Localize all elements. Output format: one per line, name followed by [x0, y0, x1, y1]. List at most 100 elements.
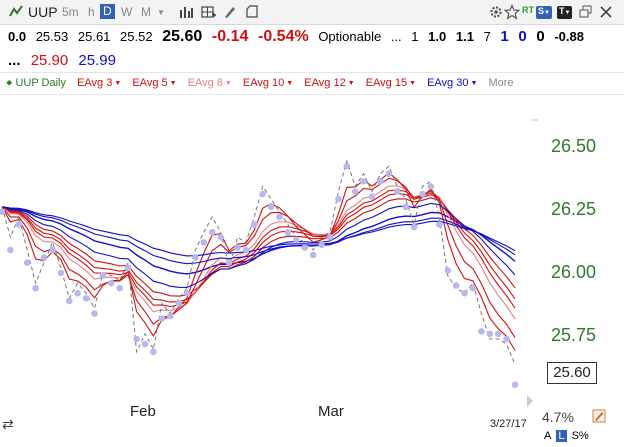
trade-t-button[interactable]: T▼: [557, 6, 573, 19]
price-dot: [108, 279, 115, 287]
grid-add-icon[interactable]: [200, 4, 216, 20]
last-price-marker: 25.60: [547, 362, 597, 384]
favorite-star-icon[interactable]: [504, 4, 520, 20]
realtime-badge[interactable]: RT: [522, 5, 534, 15]
price-pointer-icon: [527, 395, 533, 407]
notes-icon[interactable]: [244, 4, 260, 20]
legend-item-eavg10[interactable]: EAvg 10 ▼: [243, 77, 293, 89]
price-dot: [32, 284, 39, 292]
quote-val-8: -0.88: [554, 29, 584, 44]
legend-caret-icon: ⯁: [6, 79, 13, 88]
price-dot: [91, 310, 98, 317]
legend-label: EAvg 10: [242, 77, 285, 89]
log-scale-button[interactable]: L: [556, 430, 567, 442]
percent-scale-button[interactable]: S%: [571, 430, 589, 442]
price-dot: [419, 190, 426, 198]
price-dot: [284, 228, 292, 236]
settings-gear-icon[interactable]: [488, 4, 504, 20]
legend-caret-icon: ▼: [470, 80, 478, 87]
timeframe-dropdown-icon[interactable]: ▼: [157, 8, 165, 17]
price-dot: [242, 246, 250, 254]
timeframe-5m[interactable]: 5m: [62, 5, 79, 19]
y-axis-tick: 26.50: [551, 136, 597, 156]
timeframe-month[interactable]: M: [141, 5, 151, 19]
price-dot: [368, 193, 376, 200]
indicator-legend: ⯁ UUP Daily EAvg 3 ▼ EAvg 5 ▼ EAvg 8 ▼ EAvg…: [6, 77, 522, 89]
price-dot: [402, 203, 410, 211]
blue-ema-line: [1, 206, 516, 265]
draw-pencil-icon[interactable]: [222, 4, 238, 20]
price-dot: [478, 328, 485, 335]
current-date: 3/27/17: [490, 418, 527, 430]
legend-item-daily[interactable]: ⯁ UUP Daily: [6, 77, 66, 89]
blue-ema-line: [1, 202, 516, 288]
ema-line-12: [1, 193, 516, 303]
legend-item-eavg15[interactable]: EAvg 15 ▼: [366, 77, 416, 89]
price-dot: [309, 251, 317, 259]
price-dot: [7, 246, 14, 254]
legend-label: UUP Daily: [15, 77, 66, 89]
legend-label: EAvg 8: [187, 77, 223, 89]
timeframe-day[interactable]: D: [100, 4, 115, 19]
quote-dots-2: ...: [8, 52, 21, 69]
price-dot: [200, 239, 208, 246]
timeframe-hour[interactable]: h: [88, 5, 95, 19]
price-dot: [385, 170, 393, 177]
last-price: 25.60: [162, 28, 203, 45]
y-axis-tick: 25.75: [551, 325, 597, 345]
price-dot: [66, 297, 73, 305]
price-dot: [452, 282, 460, 289]
quote-row: 0.0 25.53 25.61 25.52 25.60 -0.14 -0.54%…: [8, 28, 590, 46]
quote-val-5: 1: [500, 28, 509, 45]
ema-line-3: [1, 172, 516, 351]
legend-more-link[interactable]: More: [488, 77, 514, 89]
chart-symbol-icon[interactable]: [8, 3, 24, 19]
low-price: 25.52: [120, 29, 153, 44]
window-restore-icon[interactable]: [578, 4, 594, 20]
legend-divider: [0, 94, 624, 95]
legend-item-eavg8[interactable]: EAvg 8 ▼: [188, 77, 232, 89]
timeframe-week[interactable]: W: [121, 5, 133, 19]
close-icon[interactable]: [598, 4, 614, 20]
price-dot: [360, 178, 367, 185]
legend-caret-icon: ▼: [114, 80, 122, 87]
quote-val-4: 7: [483, 29, 491, 44]
price-dot: [57, 269, 65, 277]
legend-label: EAvg 30: [427, 77, 469, 89]
quote-val-3: 1.1: [455, 29, 474, 44]
legend-item-eavg3[interactable]: EAvg 3 ▼: [77, 77, 121, 89]
price-dot: [251, 221, 258, 228]
y-axis-tick: 26.00: [551, 262, 597, 282]
price-dot: [217, 234, 224, 241]
price-dot: [158, 315, 166, 322]
swap-arrows-icon[interactable]: ⇄: [2, 416, 14, 432]
price-dot: [49, 246, 56, 254]
x-axis-tick: Feb: [130, 403, 156, 420]
high-price: 25.61: [77, 29, 111, 44]
price-dot: [318, 241, 325, 249]
scan-s-button[interactable]: S▼: [536, 6, 552, 19]
price-dot: [486, 330, 494, 338]
price-dot: [343, 162, 351, 170]
legend-caret-icon: ▼: [347, 80, 355, 87]
ema-line-15: [1, 197, 516, 297]
auto-scale-button[interactable]: A: [544, 430, 552, 442]
edit-icon[interactable]: [592, 409, 606, 423]
ema-line-30: [1, 206, 516, 275]
price-chart[interactable]: [0, 95, 624, 447]
price-dot: [259, 190, 267, 198]
legend-item-eavg30[interactable]: EAvg 30 ▼: [427, 77, 477, 89]
price-dot: [124, 264, 132, 272]
price-dot: [23, 259, 31, 266]
symbol-label[interactable]: UUP: [28, 4, 58, 20]
legend-item-eavg5[interactable]: EAvg 5 ▼: [132, 77, 176, 89]
quote-val-7: 0: [536, 28, 545, 45]
quote-val-1: 1: [411, 29, 419, 44]
prev-change: 0.0: [8, 29, 27, 44]
price-dot: [183, 289, 191, 297]
price-dot: [494, 330, 502, 338]
legend-caret-icon: ▼: [409, 80, 417, 87]
ema-line-8: [1, 185, 516, 320]
legend-item-eavg12[interactable]: EAvg 12 ▼: [304, 77, 354, 89]
bar-chart-icon[interactable]: [178, 4, 194, 20]
